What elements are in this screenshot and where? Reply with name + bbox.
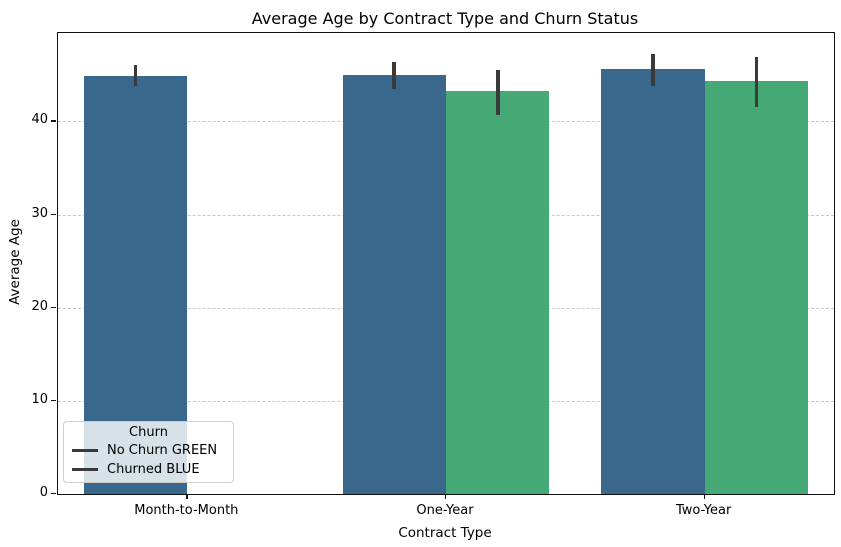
x-tick-mark-month-to-month [186,494,188,499]
legend-title: Churn [129,425,168,440]
x-tick-mark-two-year [703,494,706,499]
bar-one-year-churned-blue [446,90,550,494]
bar-two-year-no-churn-green [601,69,705,494]
y-axis-label: Average Age [7,219,23,305]
legend-line-icon [72,468,98,471]
y-tick-label-30: 30 [31,205,48,221]
y-tick-label-10: 10 [31,391,48,407]
y-tick-mark-20 [51,306,56,309]
error-bar-two-year-churned-blue [754,57,759,108]
bar-one-year-no-churn-green [342,74,446,494]
y-tick-label-40: 40 [31,112,48,128]
y-tick-mark-10 [51,399,56,402]
legend-entries: No Churn GREEN Churned BLUE [72,441,225,479]
x-tick-label-two-year: Two-Year [676,503,732,518]
legend-line-icon [72,449,98,452]
legend-entry-churned-blue: Churned BLUE [72,460,225,479]
y-tick-label-20: 20 [31,298,48,314]
plot-area [57,32,835,495]
x-tick-mark-one-year [445,494,447,499]
error-bar-month-to-month-no-churn-green [133,64,138,87]
chart-title: Average Age by Contract Type and Churn S… [251,9,639,28]
legend-entry-no-churn-green: No Churn GREEN [72,441,225,460]
x-tick-label-month-to-month: Month-to-Month [134,503,239,518]
legend: Churn No Churn GREEN Churned BLUE [63,421,234,483]
y-tick-mark-40 [51,120,56,122]
error-bar-one-year-no-churn-green [392,61,397,89]
y-tick-mark-30 [51,213,56,215]
y-tick-mark-0 [51,493,56,495]
y-tick-label-0: 0 [39,485,48,500]
error-bar-two-year-no-churn-green [651,54,655,87]
bar-two-year-churned-blue [704,81,809,494]
error-bar-one-year-churned-blue [495,70,500,115]
legend-entry-label: Churned BLUE [107,462,200,477]
x-axis-label: Contract Type [398,525,492,541]
legend-entry-label: No Churn GREEN [107,443,218,458]
x-tick-label-one-year: One-Year [416,503,474,518]
